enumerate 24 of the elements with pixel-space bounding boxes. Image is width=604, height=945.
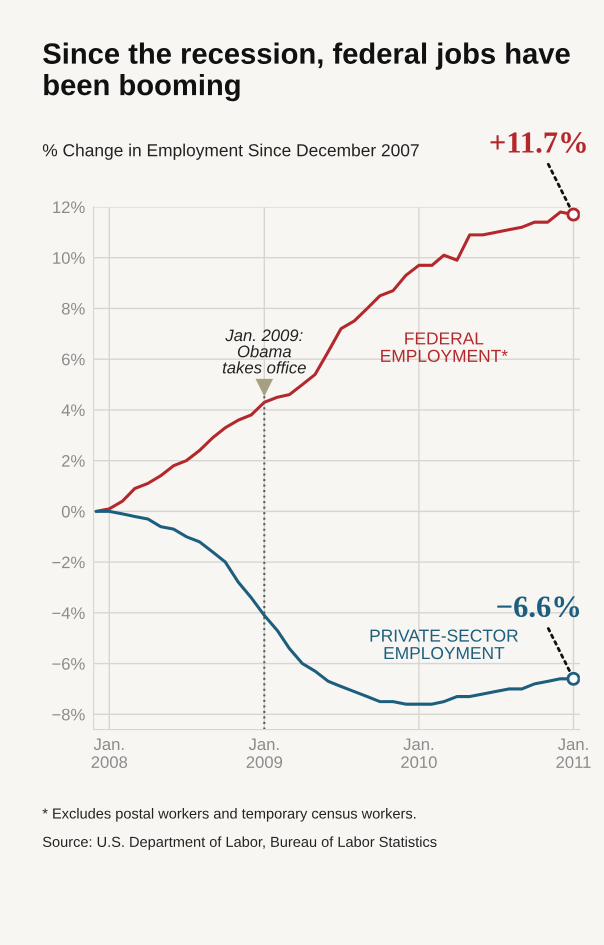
source-note: Source: U.S. Department of Labor, Bureau of Labor Statistics — [42, 836, 437, 850]
chart-title: Since the recession, federal jobs have been booming — [43, 42, 570, 102]
text: * Excludes postal workers and temporary census workers. — [42, 808, 416, 822]
x-tick-label: Jan. 2008 — [92, 738, 128, 768]
y-tick-label: 8% — [62, 302, 85, 315]
y-tick-label: 12% — [53, 201, 85, 214]
y-tick-label: 6% — [62, 354, 85, 366]
series-label: PRIVATE-SECTOR EMPLOYMENT — [370, 629, 518, 660]
y-tick-label: 4% — [62, 404, 85, 416]
y-tick-label: 10% — [53, 252, 85, 264]
y-tick-label: 2% — [62, 455, 85, 467]
ref-line-label: Jan. 2009: Obama takes office — [222, 329, 306, 374]
annotation: −6.6% — [497, 596, 579, 618]
series-label: FEDERAL EMPLOYMENT* — [381, 332, 508, 362]
y-tick-label: −6% — [52, 658, 85, 670]
x-tick-label: Jan. 2009 — [246, 738, 282, 768]
y-tick-label: −4% — [52, 607, 85, 619]
chart-subtitle: % Change in Employment Since December 2007 — [42, 144, 419, 160]
y-tick-label: 0% — [62, 506, 85, 518]
x-tick-label: Jan. 2010 — [401, 738, 437, 768]
annotation: +11.7% — [490, 132, 586, 153]
y-tick-label: −8% — [52, 708, 85, 721]
y-tick-label: −2% — [52, 556, 85, 568]
x-tick-label: Jan. 2011 — [556, 738, 591, 768]
